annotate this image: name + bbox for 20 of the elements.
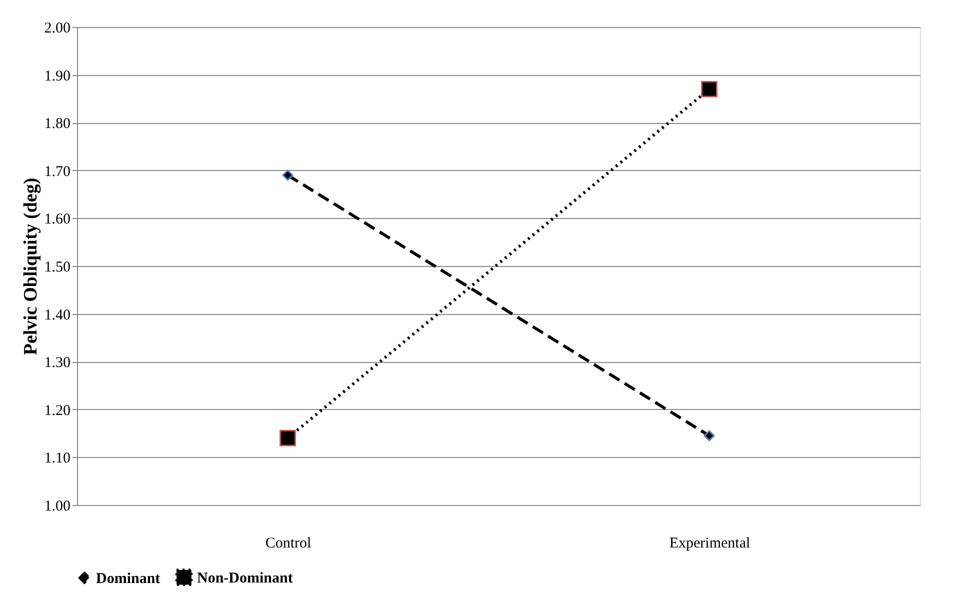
y-tick-label: 1.50 [44,260,70,276]
point [701,80,718,98]
y-tick-label: 1.10 [44,450,70,467]
x-tick-label: Experimental [669,536,750,552]
y-tick-label: 1.20 [44,402,70,419]
y-axis-title: Pelvic Obliquity (deg) [20,178,42,356]
point [282,170,294,181]
point [704,430,715,442]
y-tick-label: 1.80 [44,116,70,132]
y-tick-label: 1.00 [44,498,70,514]
legend-label: Dominant [96,570,160,587]
y-tick-label: 1.90 [44,68,70,84]
y-tick-label: 1.30 [44,355,70,372]
y-tick-label: 2.00 [44,20,70,36]
x-tick-label: Control [265,536,312,552]
point [280,430,296,446]
y-tick-label: 1.40 [44,307,70,324]
legend-label: Non-Dominant [197,570,293,586]
y-tick-label: 1.70 [44,164,70,180]
y-tick-label: 1.60 [44,212,70,228]
